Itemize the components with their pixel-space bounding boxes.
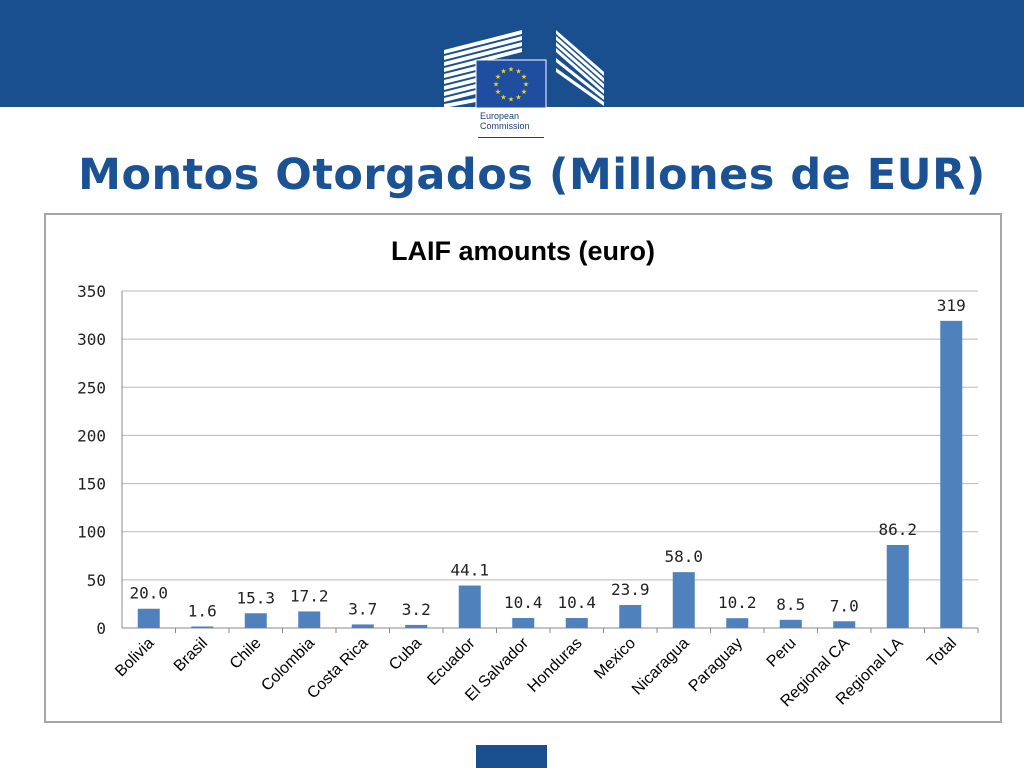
chart-title: LAIF amounts (euro) xyxy=(391,236,655,266)
flag-star-icon: ★ xyxy=(521,88,527,96)
data-label: 3.2 xyxy=(402,600,431,619)
bar-costa-rica xyxy=(351,624,374,628)
y-tick-label: 100 xyxy=(77,523,106,542)
data-label: 23.9 xyxy=(611,580,650,599)
flag-star-icon: ★ xyxy=(508,66,514,74)
x-tick-label: Chile xyxy=(227,635,265,673)
bar-peru xyxy=(779,619,802,628)
x-tick-label: Paraguay xyxy=(686,635,746,695)
flag-star-icon: ★ xyxy=(521,73,527,81)
x-tick-label: Ecuador xyxy=(424,634,479,689)
data-label: 86.2 xyxy=(878,520,917,539)
bar-regional-ca xyxy=(833,621,856,628)
y-tick-label: 300 xyxy=(77,330,106,349)
bar-nicaragua xyxy=(672,572,695,628)
bar-mexico xyxy=(619,604,642,628)
european-commission-logo: ★ ★★★★★★★★★★★ xyxy=(444,30,604,109)
data-label: 10.2 xyxy=(718,593,757,612)
x-tick-label: Bolivia xyxy=(112,635,157,680)
x-tick-label: Mexico xyxy=(591,635,639,683)
flag-star-icon: ★ xyxy=(523,81,529,89)
data-label: 20.0 xyxy=(129,584,168,603)
x-tick-label: Honduras xyxy=(525,635,586,696)
bar-honduras xyxy=(565,617,588,628)
x-tick-label: Cuba xyxy=(386,635,425,674)
bar-chile xyxy=(244,613,267,628)
flag-star-icon: ★ xyxy=(515,93,521,101)
y-tick-label: 250 xyxy=(77,378,106,397)
flag-star-icon: ★ xyxy=(500,93,506,101)
data-label: 44.1 xyxy=(450,561,489,580)
x-tick-label: Total xyxy=(924,635,960,671)
bar-chart: LAIF amounts (euro) 0 50 100 150 200 250 300 350… xyxy=(77,236,979,710)
y-tick-label: 50 xyxy=(87,571,106,590)
slide-title: Montos Otorgados (Millones de EUR) xyxy=(78,150,986,200)
data-label: 7.0 xyxy=(830,596,859,615)
bar-cuba xyxy=(405,624,428,628)
y-tick-label: 200 xyxy=(77,426,106,445)
x-tick-label: Brasil xyxy=(171,635,211,675)
flag-star-icon: ★ xyxy=(493,81,499,89)
bar-brasil xyxy=(191,626,214,628)
flag-star-icon: ★ xyxy=(495,88,501,96)
bar-ecuador xyxy=(458,585,481,628)
logo-label: European Commission xyxy=(480,111,530,131)
flag-star-icon: ★ xyxy=(515,68,521,76)
data-label: 15.3 xyxy=(236,588,275,607)
bar-regional-la xyxy=(886,545,909,628)
data-label: 1.6 xyxy=(188,601,217,620)
bar-el-salvador xyxy=(512,617,535,628)
data-label: 58.0 xyxy=(664,547,703,566)
data-label: 8.5 xyxy=(776,595,805,614)
bar-total xyxy=(940,320,963,628)
data-label: 3.7 xyxy=(348,599,377,618)
flag-star-icon: ★ xyxy=(508,96,514,104)
y-tick-label: 150 xyxy=(77,475,106,494)
footer-tab xyxy=(476,745,547,768)
bar-paraguay xyxy=(726,618,749,628)
flag-star-icon: ★ xyxy=(500,68,506,76)
x-tick-label: Peru xyxy=(764,635,800,671)
x-tick-label: Nicaragua xyxy=(629,635,693,699)
logo-divider xyxy=(478,137,544,138)
y-tick-label: 0 xyxy=(96,619,106,638)
y-tick-label: 350 xyxy=(77,282,106,301)
chart-frame: LAIF amounts (euro) 0 50 100 150 200 250 300 350… xyxy=(44,213,1002,723)
data-label: 319 xyxy=(937,296,966,315)
bar-colombia xyxy=(298,611,321,628)
flag-star-icon: ★ xyxy=(495,73,501,81)
data-label: 10.4 xyxy=(504,593,543,612)
bar-bolivia xyxy=(137,608,160,628)
data-label: 10.4 xyxy=(557,593,596,612)
data-label: 17.2 xyxy=(290,586,329,605)
